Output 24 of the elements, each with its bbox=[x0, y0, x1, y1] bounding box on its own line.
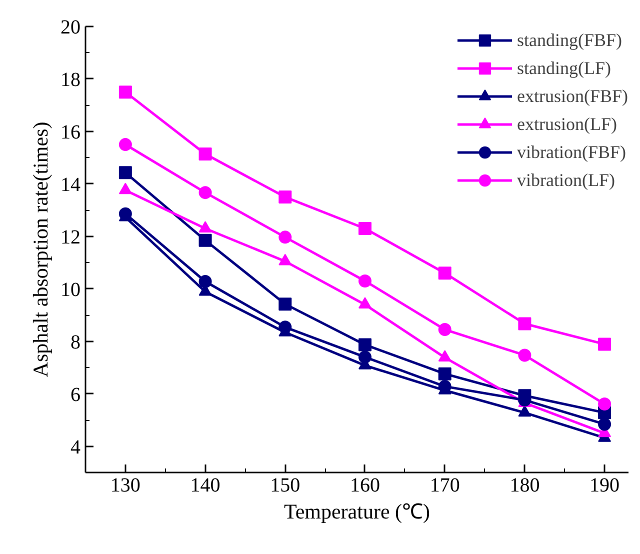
x-tick-label: 190 bbox=[590, 474, 620, 496]
x-axis-title: Temperature (℃) bbox=[284, 500, 430, 524]
legend-label: standing(LF) bbox=[516, 56, 611, 80]
y-tick-label: 6 bbox=[70, 384, 80, 406]
legend-label: vibration(FBF) bbox=[516, 140, 626, 164]
legend-label: extrusion(LF) bbox=[516, 112, 617, 136]
y-tick-label: 14 bbox=[60, 174, 80, 196]
x-tick-label: 180 bbox=[510, 474, 540, 496]
y-tick-label: 12 bbox=[60, 226, 80, 248]
y-tick-label: 10 bbox=[60, 278, 80, 301]
legend-label: vibration(LF) bbox=[516, 168, 615, 192]
x-tick-label: 140 bbox=[190, 474, 220, 496]
y-tick-label: 4 bbox=[70, 436, 80, 458]
x-tick-label: 150 bbox=[270, 474, 300, 496]
x-tick-label: 170 bbox=[430, 474, 460, 496]
legend-label: standing(FBF) bbox=[516, 28, 622, 52]
x-tick-label: 160 bbox=[350, 474, 380, 496]
y-axis-title: Asphalt absorption rate(times) bbox=[28, 122, 52, 378]
y-tick-label: 20 bbox=[60, 16, 80, 38]
y-tick-label: 18 bbox=[60, 68, 80, 91]
legend-label: extrusion(FBF) bbox=[516, 84, 628, 108]
x-tick-label: 130 bbox=[110, 474, 140, 496]
y-tick-label: 16 bbox=[60, 121, 80, 144]
y-tick-label: 8 bbox=[70, 331, 80, 354]
